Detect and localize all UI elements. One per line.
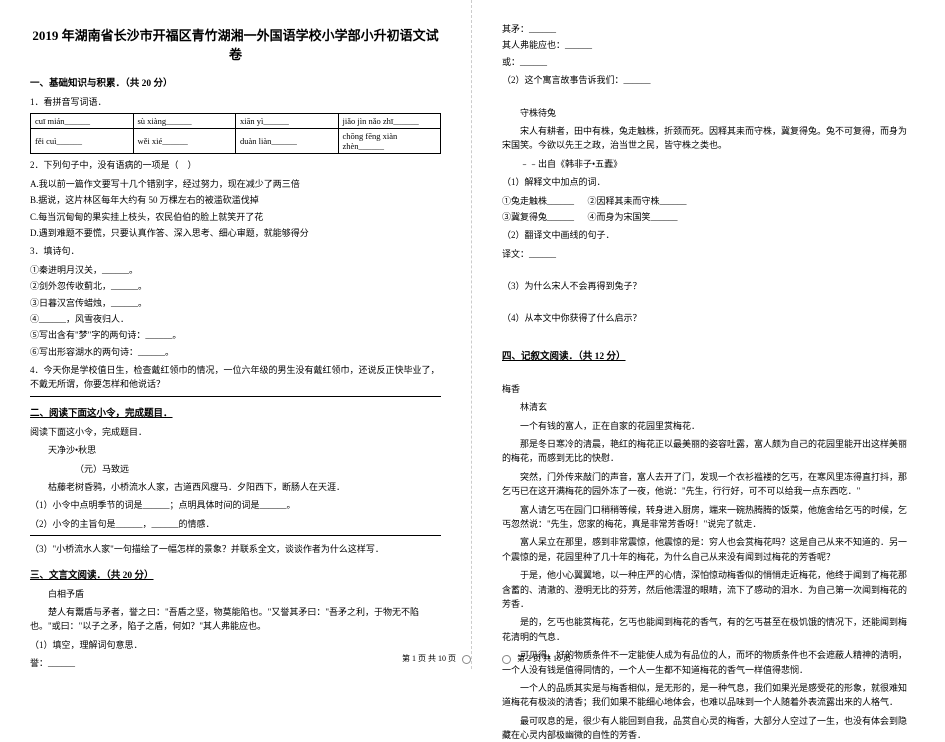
page-footer-right: 第 2 页 共 10 页 [472,653,945,664]
c1: （1）填空，理解词句意思． [30,638,441,652]
d-source: ﹣﹣出自《韩非子•五蠹》 [502,157,914,171]
q3-item: ⑥写出形容湖水的两句诗：______。 [30,345,441,359]
exam-title: 2019 年湖南省长沙市开福区青竹湖湘一外国语学校小学部小升初语文试卷 [30,25,441,63]
footer-text: 第 2 页 共 10 页 [517,654,571,663]
e-para: 最可叹息的是，很少有人能回到自我，品赏自心灵的梅香，大部分人空过了一生，也没有体… [502,714,914,742]
q3-item: ①秦进明月汉关，______。 [30,263,441,277]
q2-opt-c: C.每当沉甸甸的果实挂上枝头，农民伯伯的脸上就笑开了花 [30,210,441,224]
read-b-head: 阅读下面这小令，完成题目． [30,425,441,439]
q2-head: 2．下列句子中，没有语病的一项是（ ） [30,158,441,172]
c1-item: 其矛：______ [502,22,914,36]
q2-opt-d: D.遇到难题不要慌，只要认真作答、深入思考、细心审题，就能够得分 [30,226,441,240]
d1-item: ③冀复得兔______ [502,212,574,222]
c-title: 白相予盾 [30,587,441,601]
pinyin-cell: jiǎo jìn nǎo zhī______ [338,114,441,129]
answer-line [30,535,441,536]
d1: （1）解释文中加点的词． [502,175,914,189]
q3-head: 3．填诗句． [30,244,441,258]
section-d-head: 四、记叙文阅读．（共 12 分） [502,348,914,362]
e-para: 是的，乞丐也能赏梅花，乞丐也能闻到梅花的香气，有的乞丐甚至在极饥饿的情况下，还能… [502,615,914,644]
e-para: 富人呆立在那里，感到非常震惊，他震惊的是：穷人也会赏梅花吗？这是自己从来不知道的… [502,535,914,564]
c1-item: 其人弗能应也：______ [502,38,914,52]
d1-item: ④而身为宋国笑______ [588,212,678,222]
circle-icon [502,655,511,664]
c1-item: 或：______ [502,55,914,69]
section-a-head: 一、基础知识与积累．（共 20 分） [30,75,441,89]
section-b-head: 二、阅读下面这小令，完成题目． [30,405,441,419]
q2-opt-b: B.据说，这片林区每年大约有 50 万棵左右的被滥砍滥伐掉 [30,193,441,207]
q3-item: ③日暮汉宫传蜡烛，______。 [30,296,441,310]
q3-item: ②剑外忽传收蓟北，______。 [30,279,441,293]
e-para: 突然，门外传来敲门的声音，富人去开了门，发现一个衣衫褴褛的乞丐，在寒风里冻得直打… [502,470,914,499]
d-text: 宋人有耕者，田中有株，兔走触株，折颈而死。因释其耒而守株，冀复得兔。兔不可复得，… [502,124,914,153]
circle-icon [462,655,471,664]
pinyin-cell: xiān yì______ [236,114,339,129]
e-para: 一个有钱的富人，正在自家的花园里赏梅花． [502,419,914,433]
pinyin-cell: cuī mián______ [31,114,134,129]
e-para: 于是，他小心翼翼地，以一种庄严的心情，深怕惊动梅香似的悄悄走近梅花，他终于闻到了… [502,568,914,611]
q3-item: ④______，风雪夜归人． [30,312,441,326]
d1-row: ①兔走触株______ ②因释其耒而守株______ [502,194,914,208]
d2: （2）翻译文中画线的句子． [502,228,914,242]
page-footer-left: 第 1 页 共 10 页 [0,653,501,664]
b1: （1）小令中点明季节的词是______；点明具体时间的词是______。 [30,498,441,512]
footer-text: 第 1 页 共 10 页 [402,654,456,663]
pinyin-cell: chōng fēng xiàn zhèn______ [338,129,441,154]
section-c-head: 三、文言文阅读．（共 20 分） [30,567,441,581]
pinyin-cell: sù xiàng______ [133,114,236,129]
pinyin-cell: duàn liàn______ [236,129,339,154]
d-title: 守株待兔 [502,106,914,120]
b2: （2）小令的主旨句是______，______的情感． [30,517,441,531]
c2: （2）这个寓言故事告诉我们：______ [502,73,914,87]
e-author: 林清玄 [502,400,914,414]
q3-item: ⑤写出含有"梦"字的两句诗：______。 [30,328,441,342]
q4: 4．今天你是学校值日生，检查戴红领巾的情况，一位六年级的男生没有戴红领巾，还说反… [30,363,441,392]
d4: （4）从本文中你获得了什么启示？ [502,311,914,325]
d2-sub: 译文：______ [502,247,914,261]
pinyin-table: cuī mián______ sù xiàng______ xiān yì___… [30,113,441,154]
pinyin-cell: fěi cuì______ [31,129,134,154]
d1-item: ①兔走触株______ [502,196,574,206]
table-row: cuī mián______ sù xiàng______ xiān yì___… [31,114,441,129]
d1-row: ③冀复得兔______ ④而身为宋国笑______ [502,210,914,224]
pinyin-cell: wěi xié______ [133,129,236,154]
read-b-text: 枯藤老树昏鸦，小桥流水人家，古道西风瘦马．夕阳西下，断肠人在天涯． [30,480,441,494]
answer-line [30,396,441,397]
b3: （3）"小桥流水人家"一句描绘了一幅怎样的景象？并联系全文，谈谈作者为什么这样写… [30,542,441,556]
read-b-title: 天净沙•秋思 [30,443,441,457]
q1: 1．看拼音写词语． [30,95,441,109]
e-para: 一个人的品质其实是与梅香相似，是无形的，是一种气息，我们如果光是感受花的形象，就… [502,681,914,710]
d1-item: ②因释其耒而守株______ [588,196,687,206]
c-text: 楚人有鬻盾与矛者，誉之曰："吾盾之坚，物莫能陷也。"又誉其矛曰："吾矛之利，于物… [30,605,441,634]
table-row: fěi cuì______ wěi xié______ duàn liàn___… [31,129,441,154]
e-para: 那是冬日寒冷的清晨，艳红的梅花正以最美丽的姿容吐露，富人颇为自己的花园里能开出这… [502,437,914,466]
q2-opt-a: A.我以前一篇作文要写十几个错别字，经过努力，现在减少了两三倍 [30,177,441,191]
d3: （3）为什么宋人不会再得到兔子？ [502,279,914,293]
e-title: 梅香 [502,382,914,396]
read-b-author: （元）马致远 [30,462,441,476]
e-para: 富人请乞丐在园门口稍稍等候，转身进入厨房，端来一碗热腾腾的饭菜，他施舍给乞丐的时… [502,503,914,532]
